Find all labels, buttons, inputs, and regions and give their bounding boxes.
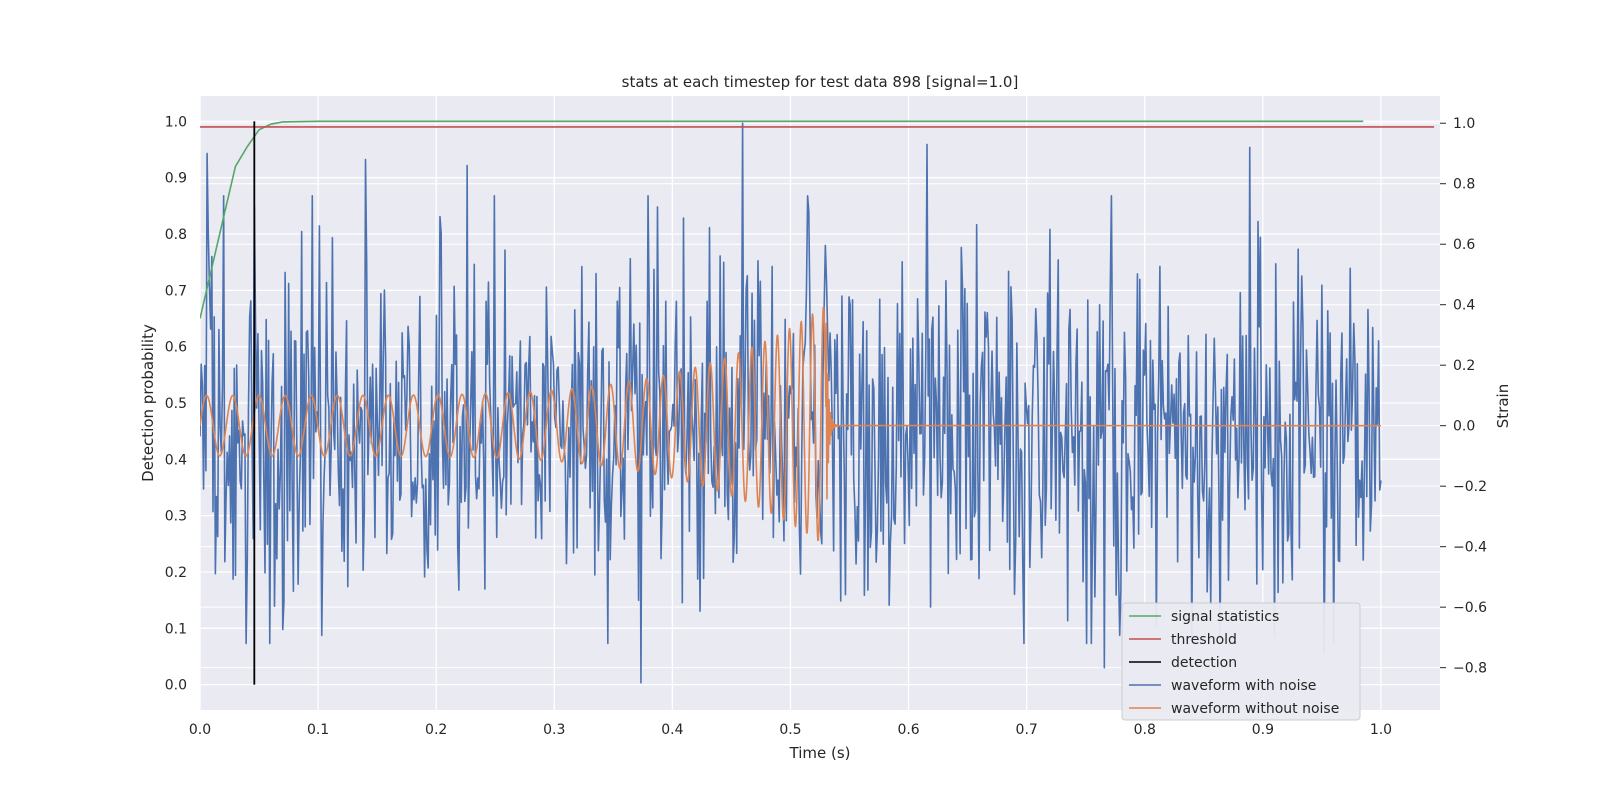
legend-label-signal-statistics: signal statistics xyxy=(1171,609,1279,625)
y-left-tick-label: 0.8 xyxy=(165,227,187,243)
y-right-tick-label: −0.6 xyxy=(1453,600,1487,616)
x-tick-label: 0.1 xyxy=(307,722,329,738)
x-tick-label: 0.5 xyxy=(779,722,801,738)
y-right-tick-label: 0.4 xyxy=(1453,298,1475,314)
x-tick-label: 0.8 xyxy=(1134,722,1156,738)
y-left-tick-label: 1.0 xyxy=(165,114,187,130)
y-right-tick-label: −0.2 xyxy=(1453,479,1487,495)
x-tick-label: 0.0 xyxy=(189,722,211,738)
x-tick-label: 0.7 xyxy=(1016,722,1038,738)
y-right-axis-title: Strain xyxy=(1494,384,1512,428)
x-tick-label: 0.6 xyxy=(897,722,919,738)
x-tick-label: 1.0 xyxy=(1370,722,1392,738)
y-left-tick-label: 0.2 xyxy=(165,565,187,581)
y-right-tick-label: −0.8 xyxy=(1453,661,1487,677)
legend-box xyxy=(1121,602,1361,721)
x-tick-label: 0.9 xyxy=(1252,722,1274,738)
y-right-tick-label: 0.2 xyxy=(1453,358,1475,374)
y-left-tick-label: 0.6 xyxy=(165,340,187,356)
y-right-axis-ticks: −0.8 −0.6 −0.4 −0.2 0.0 0.2 0.4 0.6 0.8 1.0 xyxy=(1440,116,1487,677)
series-line-waveform-without-noise xyxy=(200,306,1381,542)
chart-title: stats at each timestep for test data 898… xyxy=(622,73,1019,91)
series-layer xyxy=(200,120,1435,685)
series-line-signal-statistics xyxy=(200,120,1364,319)
y-left-axis-ticks: 0.0 0.1 0.2 0.3 0.4 0.5 0.6 0.7 0.8 0.9 1.0 xyxy=(165,114,187,693)
y-right-tick-label: 0.6 xyxy=(1453,237,1475,253)
x-tick-label: 0.2 xyxy=(425,722,447,738)
x-tick-label: 0.4 xyxy=(661,722,683,738)
y-right-tick-label: −0.4 xyxy=(1453,540,1487,556)
x-tick-label: 0.3 xyxy=(543,722,565,738)
y-right-tick-label: 0.0 xyxy=(1453,419,1475,435)
y-right-tick-label: 0.8 xyxy=(1453,177,1475,193)
y-left-tick-label: 0.3 xyxy=(165,509,187,525)
y-left-tick-label: 0.1 xyxy=(165,621,187,637)
legend-label-waveform-with-noise: waveform with noise xyxy=(1171,678,1316,694)
y-right-tick-label: 1.0 xyxy=(1453,116,1475,132)
legend-label-waveform-without-noise: waveform without noise xyxy=(1171,701,1339,717)
legend: signal statistics threshold detection wa… xyxy=(1121,602,1361,721)
legend-label-detection: detection xyxy=(1171,655,1237,671)
legend-label-threshold: threshold xyxy=(1171,632,1237,648)
y-left-tick-label: 0.9 xyxy=(165,171,187,187)
y-left-tick-label: 0.7 xyxy=(165,283,187,299)
y-left-tick-label: 0.4 xyxy=(165,452,187,468)
y-left-tick-label: 0.0 xyxy=(165,678,187,694)
x-axis-title: Time (s) xyxy=(789,744,851,762)
series-line-waveform-with-noise xyxy=(200,122,1382,684)
y-left-axis-title: Detection probability xyxy=(139,324,157,482)
x-axis-ticks: 0.0 0.1 0.2 0.3 0.4 0.5 0.6 0.7 0.8 0.9 1.0 xyxy=(189,722,1392,738)
y-left-tick-label: 0.5 xyxy=(165,396,187,412)
